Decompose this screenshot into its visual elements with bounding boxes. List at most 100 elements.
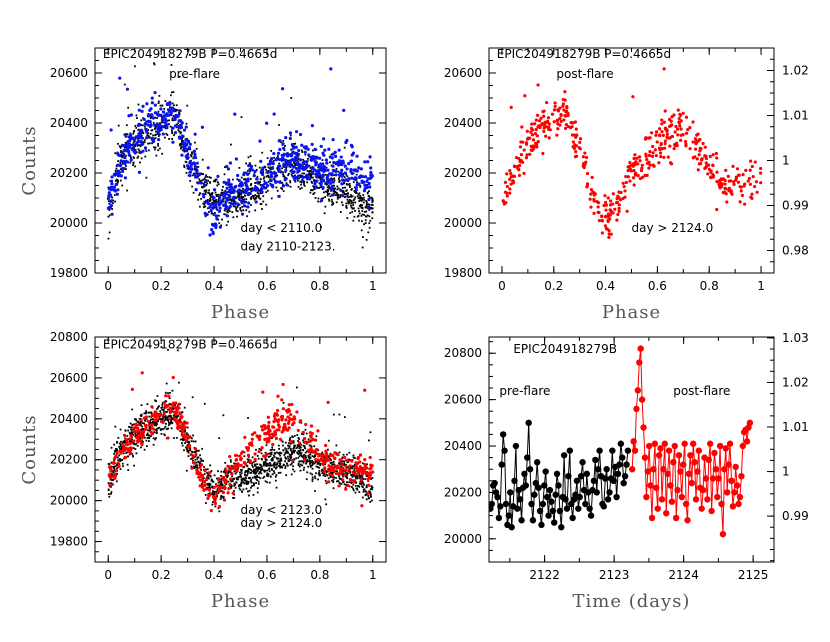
data-point	[165, 125, 169, 130]
data-point	[359, 167, 364, 171]
data-point	[218, 480, 221, 483]
data-point	[210, 192, 213, 195]
data-point	[264, 166, 267, 169]
data-point	[196, 173, 201, 177]
data-point	[215, 490, 218, 493]
data-point	[325, 169, 328, 172]
data-point	[249, 170, 252, 173]
y-tick-label: 19800	[50, 266, 88, 280]
data-point	[338, 477, 341, 479]
data-point	[153, 137, 156, 140]
data-point	[308, 177, 312, 181]
data-point	[537, 119, 542, 123]
data-point	[324, 475, 327, 477]
data-point	[141, 131, 144, 134]
data-point	[125, 443, 130, 447]
data-point	[253, 458, 257, 462]
data-point	[227, 194, 232, 198]
data-point	[531, 144, 535, 148]
data-point	[192, 149, 196, 154]
data-point	[270, 149, 273, 152]
data-point	[176, 415, 179, 418]
data-point	[154, 125, 157, 128]
data-point	[600, 214, 604, 218]
data-point	[359, 194, 362, 197]
data-point	[221, 490, 225, 495]
data-point	[271, 437, 273, 440]
data-point	[111, 479, 114, 481]
data-point	[163, 126, 166, 129]
data-point	[205, 174, 208, 177]
data-point	[124, 141, 127, 144]
data-point	[704, 165, 708, 169]
data-point	[161, 418, 164, 420]
data-point	[155, 422, 158, 424]
data-point	[354, 188, 358, 192]
data-point	[234, 457, 239, 462]
data-point	[143, 412, 146, 415]
data-point	[143, 422, 146, 425]
data-point	[123, 445, 125, 448]
data-point	[356, 215, 359, 218]
data-point	[118, 449, 122, 453]
data-point	[213, 490, 216, 493]
data-point	[631, 95, 635, 99]
data-point	[127, 455, 130, 458]
data-point	[271, 473, 274, 476]
data-point	[183, 430, 186, 433]
data-point	[130, 428, 132, 431]
data-point	[276, 151, 281, 155]
data-point	[192, 162, 197, 166]
data-point	[136, 432, 139, 435]
data-point	[314, 438, 318, 442]
data-point	[185, 469, 188, 472]
data-point	[309, 174, 312, 177]
data-point	[128, 431, 131, 434]
data-point	[674, 124, 678, 129]
data-point	[213, 498, 216, 501]
data-point	[184, 160, 187, 163]
data-point	[187, 146, 191, 150]
data-point	[615, 197, 619, 201]
data-point	[525, 129, 529, 133]
data-point	[195, 464, 197, 467]
data-point	[359, 477, 362, 480]
data-point	[264, 458, 267, 461]
data-point	[195, 466, 198, 469]
data-point	[212, 485, 216, 490]
data-point	[266, 472, 269, 475]
data-point	[254, 469, 257, 472]
data-point	[177, 122, 180, 125]
data-point	[335, 201, 338, 204]
data-point	[753, 160, 757, 164]
data-point	[231, 480, 234, 483]
data-point	[327, 456, 330, 459]
data-point	[306, 164, 310, 168]
data-point	[200, 459, 203, 462]
data-point	[226, 209, 229, 212]
data-point	[137, 170, 142, 174]
data-point	[290, 450, 293, 452]
data-point	[198, 464, 201, 467]
data-point	[213, 492, 216, 495]
data-point	[293, 449, 295, 452]
data-point	[148, 436, 151, 439]
data-point	[250, 183, 253, 185]
data-point	[265, 121, 269, 125]
data-point	[139, 140, 143, 144]
data-point	[211, 193, 214, 196]
data-point	[276, 394, 280, 398]
data-point	[686, 127, 690, 132]
data-point	[134, 165, 136, 168]
data-point	[211, 490, 214, 493]
data-point	[282, 139, 285, 142]
series-p3-0	[107, 346, 374, 513]
data-point	[146, 432, 149, 435]
data-point	[173, 407, 175, 409]
data-point	[326, 168, 330, 172]
data-point	[222, 414, 225, 417]
data-point	[149, 418, 152, 421]
data-point	[263, 181, 267, 186]
data-point	[287, 455, 289, 458]
data-point	[287, 172, 290, 175]
